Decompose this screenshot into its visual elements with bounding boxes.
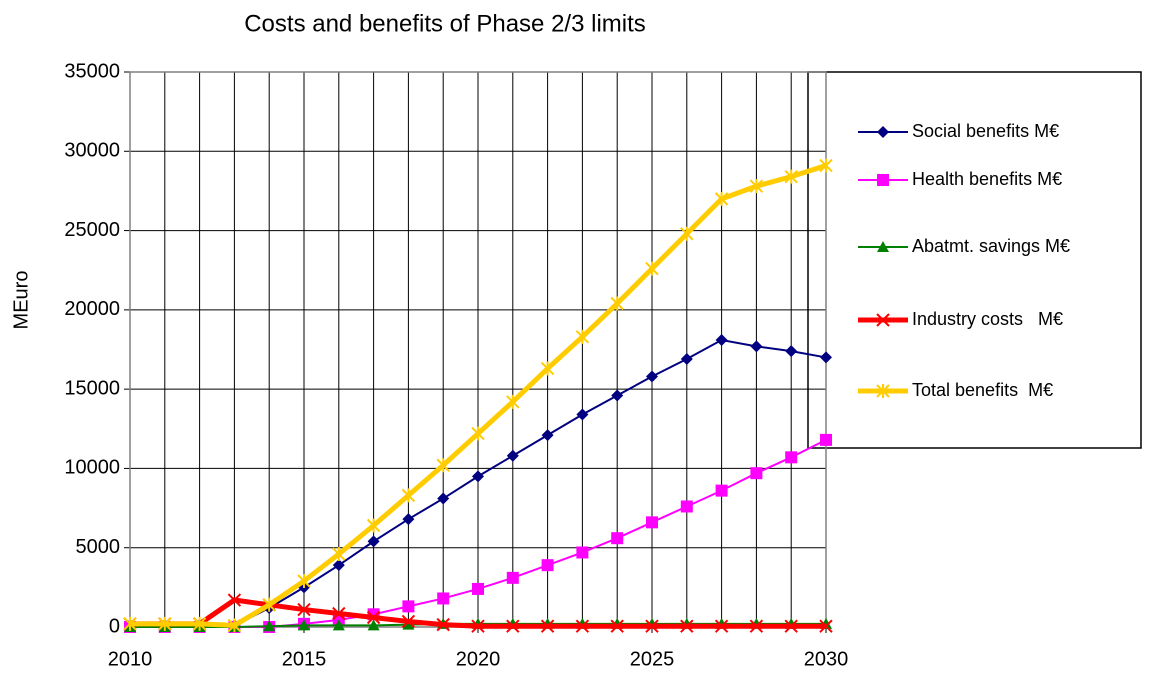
marker	[575, 329, 590, 344]
marker	[611, 532, 624, 545]
y-tick-label: 10000	[64, 457, 120, 479]
y-tick-label: 5000	[76, 536, 121, 558]
marker	[506, 394, 520, 409]
marker	[714, 619, 729, 633]
marker	[784, 169, 798, 184]
marker	[401, 614, 416, 629]
marker	[784, 619, 798, 633]
marker	[819, 619, 833, 633]
chart-title: Costs and benefits of Phase 2/3 limits	[244, 10, 646, 37]
marker	[714, 191, 729, 206]
marker	[471, 426, 485, 441]
y-axis-label: MEuro	[10, 271, 32, 330]
marker	[506, 619, 520, 633]
marker	[471, 619, 485, 633]
marker	[506, 449, 519, 462]
marker	[715, 333, 728, 346]
marker	[785, 451, 798, 464]
marker	[262, 597, 276, 612]
x-tick-label: 2010	[108, 648, 153, 670]
marker	[541, 559, 554, 572]
marker	[158, 616, 172, 631]
marker	[749, 619, 764, 633]
y-tick-label: 0	[109, 615, 120, 637]
marker	[611, 389, 624, 402]
marker	[297, 574, 311, 589]
marker	[715, 484, 728, 497]
marker	[575, 619, 590, 633]
marker	[366, 610, 381, 625]
marker	[192, 616, 207, 631]
marker	[367, 535, 380, 548]
marker	[436, 617, 450, 632]
x-tick-label: 2030	[804, 648, 849, 670]
legend-marker	[876, 384, 890, 398]
legend-label: Total benefits M€	[912, 380, 1053, 400]
marker	[298, 619, 310, 631]
legend-box	[807, 71, 1142, 449]
x-tick-label: 2015	[282, 648, 327, 670]
legend-marker	[877, 241, 889, 252]
legend-label: Social benefits M€	[912, 121, 1059, 141]
marker	[472, 582, 484, 595]
marker	[820, 351, 832, 364]
marker	[123, 616, 137, 631]
marker	[680, 226, 694, 241]
marker	[820, 433, 832, 446]
marker	[680, 500, 693, 513]
marker	[750, 340, 763, 353]
marker	[819, 158, 833, 173]
y-tick-label: 25000	[64, 219, 120, 241]
legend: Social benefits M€ Health benefits M€ Abat…	[858, 121, 1070, 400]
marker	[680, 619, 694, 633]
legend-label: Industry costs M€	[912, 309, 1063, 329]
marker	[227, 593, 242, 607]
marker	[472, 470, 484, 483]
marker	[436, 458, 450, 473]
marker	[332, 606, 346, 621]
marker	[332, 547, 346, 562]
legend-marker	[876, 313, 890, 327]
y-tick-label: 15000	[64, 377, 120, 399]
y-tick-label: 20000	[64, 298, 120, 320]
legend-label: Abatmt. savings M€	[912, 236, 1070, 256]
y-tick-label: 35000	[64, 60, 120, 82]
marker	[263, 620, 276, 632]
marker	[367, 619, 380, 631]
marker	[680, 353, 693, 366]
legend-label: Health benefits M€	[912, 169, 1062, 189]
marker	[437, 492, 450, 505]
marker	[645, 619, 659, 633]
marker	[646, 516, 658, 529]
marker	[227, 618, 242, 633]
marker	[437, 592, 450, 605]
marker	[576, 408, 589, 421]
marker	[297, 602, 311, 617]
marker	[610, 619, 624, 633]
y-tick-label: 30000	[64, 140, 120, 162]
marker	[332, 559, 345, 572]
marker	[540, 361, 555, 376]
marker	[332, 619, 345, 631]
legend-marker	[877, 126, 889, 138]
marker	[646, 370, 658, 383]
marker	[402, 600, 415, 613]
x-tick-label: 2020	[456, 648, 501, 670]
marker	[541, 429, 554, 442]
marker	[402, 618, 415, 630]
x-tick-label: 2025	[630, 648, 675, 670]
marker	[401, 488, 416, 503]
legend-marker	[877, 174, 889, 186]
marker	[540, 619, 555, 633]
marker	[750, 467, 763, 480]
marker	[402, 513, 415, 526]
marker	[610, 296, 624, 311]
marker	[749, 179, 764, 194]
marker	[506, 571, 519, 584]
marker	[785, 345, 798, 358]
marker	[576, 546, 589, 559]
marker	[366, 518, 381, 533]
marker	[645, 261, 659, 276]
